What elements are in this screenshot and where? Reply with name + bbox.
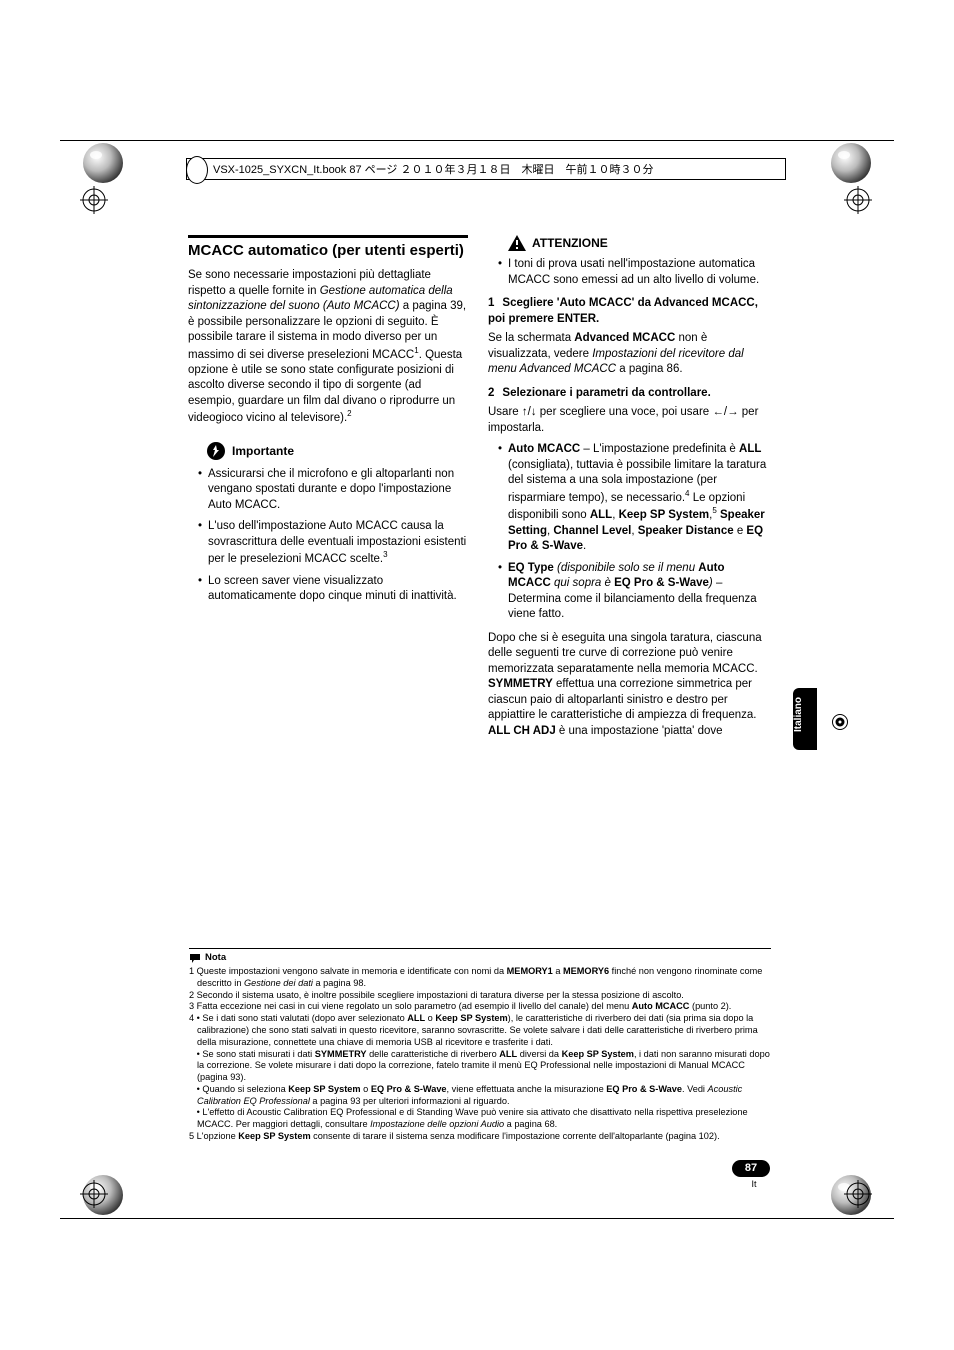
step-1: 1Scegliere 'Auto MCACC' da Advanced MCAC… — [488, 296, 768, 327]
attenzione-label: ATTENZIONE — [532, 235, 608, 251]
section-title: MCACC automatico (per utenti esperti) — [188, 242, 468, 260]
importante-header: Importante — [206, 441, 468, 461]
note-line: 4 • Se i dati sono stati valutati (dopo … — [189, 1013, 771, 1048]
note-icon — [189, 953, 201, 963]
list-item: L'uso dell'impostazione Auto MCACC causa… — [198, 519, 468, 567]
step-title: Selezionare i parametri da controllare. — [502, 387, 710, 399]
notes-label: Nota — [205, 952, 226, 964]
importante-icon — [206, 441, 226, 461]
note-line: 2 Secondo il sistema usato, è inoltre po… — [189, 990, 771, 1002]
step-number: 2 — [488, 387, 494, 399]
left-column: MCACC automatico (per utenti esperti) Se… — [188, 235, 468, 745]
list-item: Assicurarsi che il microfono e gli altop… — [198, 467, 468, 514]
list-item: Auto MCACC – L'impostazione predefinita … — [498, 442, 768, 554]
right-column: ATTENZIONE I toni di prova usati nell'im… — [488, 235, 768, 745]
after-paragraph: Dopo che si è eseguita una singola tarat… — [488, 631, 768, 740]
color-ball-icon — [82, 142, 124, 184]
importante-list: Assicurarsi che il microfono e gli altop… — [188, 467, 468, 605]
note-line: 1 Queste impostazioni vengono salvate in… — [189, 966, 771, 990]
attenzione-header: ATTENZIONE — [508, 235, 768, 251]
step-number: 1 — [488, 297, 494, 309]
top-hairline — [60, 140, 894, 141]
color-ball-icon — [830, 142, 872, 184]
step-title: Scegliere 'Auto MCACC' da Advanced MCACC… — [488, 297, 758, 325]
page-lang: It — [732, 1179, 776, 1189]
language-tab: Italiano — [793, 688, 817, 750]
importante-label: Importante — [232, 443, 294, 459]
page-badge: 87 It — [732, 1160, 776, 1190]
note-line: 3 Fatta eccezione nei casi in cui viene … — [189, 1001, 771, 1013]
side-bullet-icon — [832, 714, 848, 730]
notes-header: Nota — [189, 952, 771, 964]
page-number: 87 — [732, 1160, 770, 1177]
note-line: 5 L'opzione Keep SP System consente di t… — [189, 1131, 771, 1143]
registration-mark-icon — [844, 1180, 872, 1208]
section-rule — [188, 235, 468, 238]
step-2-list: Auto MCACC – L'impostazione predefinita … — [488, 442, 768, 622]
warning-icon — [508, 235, 526, 251]
list-item: EQ Type (disponibile solo se il menu Aut… — [498, 561, 768, 623]
intro-paragraph: Se sono necessarie impostazioni più dett… — [188, 268, 468, 427]
registration-mark-icon — [844, 186, 872, 214]
registration-mark-icon — [80, 1180, 108, 1208]
step-2: 2 Selezionare i parametri da controllare. — [488, 386, 768, 402]
bottom-hairline — [60, 1218, 894, 1219]
note-line: • Quando si seleziona Keep SP System o E… — [189, 1084, 771, 1108]
notes-rule — [189, 948, 771, 949]
note-line: • Se sono stati misurati i dati SYMMETRY… — [189, 1049, 771, 1084]
print-header-deco — [186, 156, 208, 184]
step-2-body: Usare ↑/↓ per scegliere una voce, poi us… — [488, 405, 768, 436]
registration-mark-icon — [80, 186, 108, 214]
list-item: I toni di prova usati nell'impostazione … — [498, 257, 768, 288]
notes-block: Nota 1 Queste impostazioni vengono salva… — [189, 948, 771, 1143]
print-header: VSX-1025_SYXCN_It.book 87 ページ ２０１０年３月１８日… — [186, 158, 786, 180]
print-header-text: VSX-1025_SYXCN_It.book 87 ページ ２０１０年３月１８日… — [213, 161, 653, 177]
step-1-body: Se la schermata Advanced MCACC non è vis… — [488, 331, 768, 378]
attenzione-list: I toni di prova usati nell'impostazione … — [488, 257, 768, 288]
page-content: MCACC automatico (per utenti esperti) Se… — [188, 235, 768, 745]
note-line: • L'effetto di Acoustic Calibration EQ P… — [189, 1107, 771, 1131]
list-item: Lo screen saver viene visualizzato autom… — [198, 574, 468, 605]
